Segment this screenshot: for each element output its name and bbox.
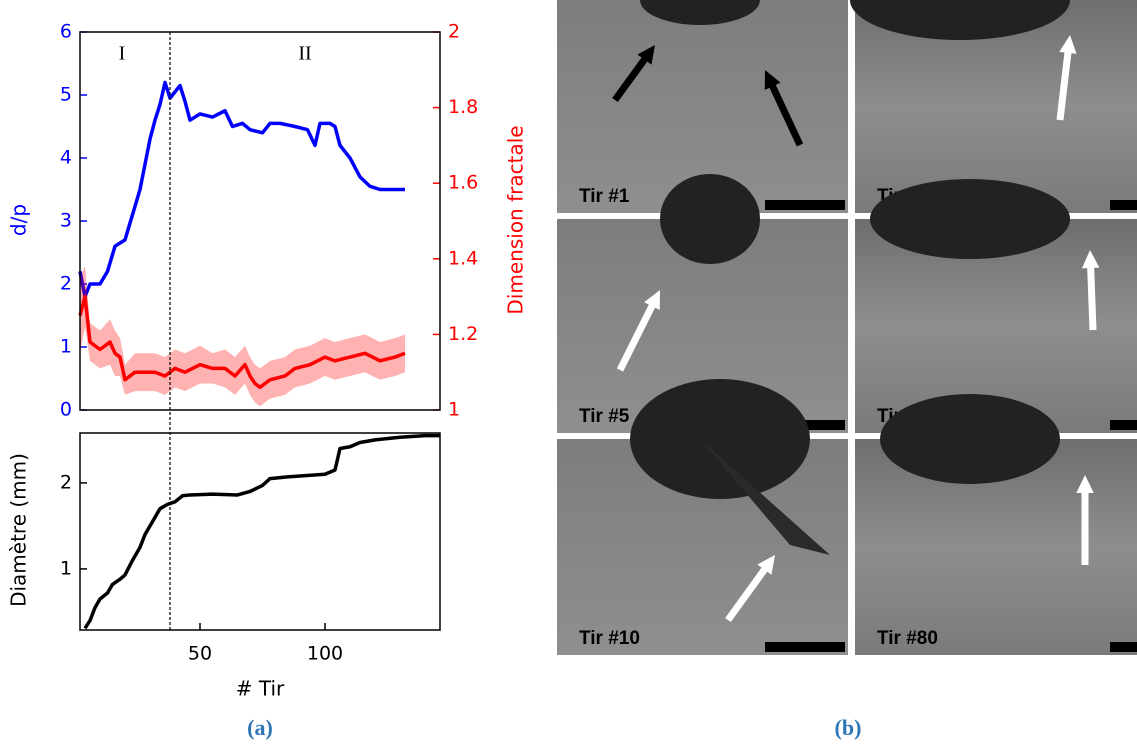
y-tick-label: 3 <box>60 210 72 232</box>
y2-tick-label: 2 <box>448 21 460 43</box>
y2-tick-label: 1.2 <box>448 323 478 345</box>
scale-bar <box>765 200 845 210</box>
y2-axis-label: Dimension fractale <box>504 125 528 314</box>
scale-bar <box>1110 642 1137 652</box>
arrow-head <box>764 70 781 90</box>
arrow <box>616 299 658 372</box>
y-tick-label: 0 <box>60 399 72 421</box>
arrow <box>612 52 651 103</box>
y2-tick-label: 1.4 <box>448 247 478 269</box>
line <box>78 80 405 299</box>
line <box>83 433 440 630</box>
caption: (a) <box>247 715 273 740</box>
arrow-head <box>1059 35 1077 54</box>
arrow <box>1056 46 1073 121</box>
tool-tip-shadow <box>850 0 1070 40</box>
x-tick-label: 50 <box>188 643 212 665</box>
caption: (b) <box>835 715 862 740</box>
plot-frame <box>79 31 441 411</box>
y-tick-label: 6 <box>60 21 72 43</box>
image-label: Tir #80 <box>877 628 938 649</box>
scale-bar <box>1110 200 1137 210</box>
arrow-head <box>757 555 775 575</box>
scale-bar <box>765 642 845 652</box>
y-axis-label: Diamètre (mm) <box>7 453 31 607</box>
arrow <box>725 562 771 623</box>
arrow <box>1086 261 1097 331</box>
scale-bar <box>1110 420 1137 430</box>
arrow <box>766 79 804 147</box>
y-tick-label: 1 <box>60 336 72 358</box>
y-tick-label: 4 <box>60 147 72 169</box>
annotation: II <box>298 43 311 65</box>
x-axis-label: # Tir <box>236 677 285 701</box>
y2-tick-label: 1 <box>448 399 460 421</box>
tool-tip-shadow <box>880 394 1060 484</box>
y-tick-label: 5 <box>60 84 72 106</box>
arrow-head <box>1081 250 1100 269</box>
plot-frame <box>79 432 441 631</box>
annotation: I <box>119 43 126 65</box>
image-label: Tir #10 <box>579 628 640 649</box>
image-label: Tir #5 <box>579 406 630 427</box>
error-band <box>200 345 213 384</box>
x-tick-label: 100 <box>307 643 343 665</box>
y-axis-label: d/p <box>7 204 31 236</box>
image-label: Tir #1 <box>579 186 630 207</box>
y-tick-label: 2 <box>60 273 72 295</box>
arrow-head <box>644 290 660 310</box>
tool-tip-shadow <box>870 179 1070 259</box>
tool-tip-shadow <box>640 0 760 25</box>
line <box>78 294 406 390</box>
tool-tip-shadow <box>630 379 810 499</box>
arrow-head <box>637 45 655 65</box>
tool-tip-shadow <box>660 174 760 264</box>
y-tick-label: 1 <box>60 557 72 579</box>
arrow-head <box>1076 475 1094 494</box>
y2-tick-label: 1.6 <box>448 172 478 194</box>
y-tick-label: 2 <box>60 471 72 493</box>
debris <box>700 439 830 555</box>
y2-tick-label: 1.8 <box>448 96 478 118</box>
